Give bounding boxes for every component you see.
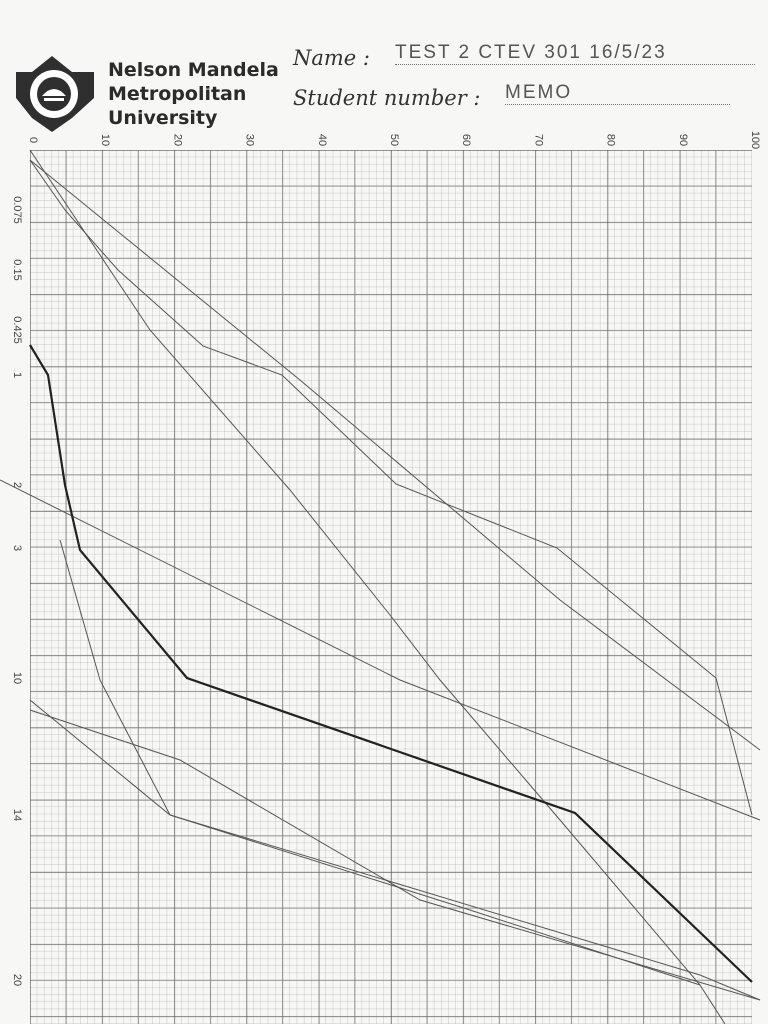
x-axis-label: 40 <box>316 134 328 146</box>
x-axis-label: 70 <box>532 134 544 146</box>
x-axis-label: 60 <box>460 134 472 146</box>
y-axis-label: 0.425 <box>11 316 23 344</box>
university-line: University <box>108 107 218 129</box>
name-value: TEST 2 CTEV 301 16/5/23 <box>395 42 755 65</box>
y-axis-label: 20 <box>11 974 23 986</box>
curve <box>29 159 753 816</box>
curve <box>29 159 761 751</box>
y-axis-label: 14 <box>11 809 23 821</box>
x-axis-label: 100 <box>749 131 761 149</box>
curve <box>29 699 761 1001</box>
x-axis-label: 50 <box>388 134 400 146</box>
y-axis-label: 2 <box>11 482 23 488</box>
logo <box>16 56 94 132</box>
main-curve <box>29 344 753 983</box>
y-axis-label: 0.15 <box>11 259 23 280</box>
x-axis-label: 30 <box>244 134 256 146</box>
x-axis-label: 90 <box>677 134 689 146</box>
curve <box>29 709 761 1001</box>
y-axis-label: 10 <box>11 672 23 684</box>
curve <box>29 149 726 1024</box>
university-line: Metropolitan <box>108 83 247 105</box>
y-axis-label: 1 <box>11 372 23 378</box>
x-axis-label: 10 <box>99 134 111 146</box>
x-axis-label: 80 <box>605 134 617 146</box>
student-number-label: Student number : <box>293 86 481 110</box>
y-axis-label: 3 <box>11 545 23 551</box>
y-axis-label: 0.075 <box>11 196 23 224</box>
x-axis-label: 20 <box>171 134 183 146</box>
curve <box>0 479 761 821</box>
name-label: Name : <box>293 46 370 70</box>
major-grid <box>30 150 752 1024</box>
student-number-value: MEMO <box>505 82 730 105</box>
university-line: Nelson Mandela <box>108 59 279 81</box>
curves <box>0 149 761 1024</box>
x-axis-label: 0 <box>27 137 39 143</box>
